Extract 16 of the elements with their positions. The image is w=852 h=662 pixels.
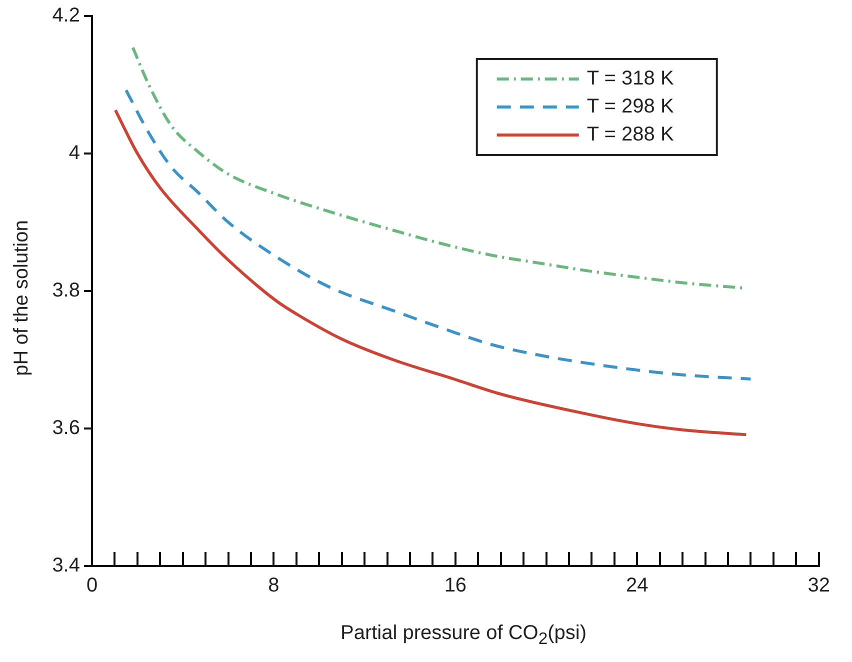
y-tick-label: 3.8 <box>52 280 80 302</box>
x-tick-label: 24 <box>626 574 648 597</box>
y-axis-title: pH of the solution <box>10 220 34 376</box>
x-tick-label: 16 <box>444 574 467 597</box>
legend-label: T = 288 K <box>586 124 674 146</box>
x-axis-title: Partial pressure of CO$_{2}$(psi) <box>339 622 588 649</box>
line-series <box>124 88 752 380</box>
y-tick-label: 3.6 <box>52 417 80 440</box>
legend-label: T = 298 K <box>586 96 674 118</box>
x-tick-label: 8 <box>268 574 280 597</box>
y-tick-label: 4 <box>68 142 80 164</box>
x-tick-label: 0 <box>86 574 98 597</box>
legend-label: T = 318 K <box>586 68 674 90</box>
x-tick-label: 32 <box>808 574 830 597</box>
y-tick-label: 3.4 <box>52 554 80 577</box>
y-tick-label: 4.2 <box>52 4 80 27</box>
